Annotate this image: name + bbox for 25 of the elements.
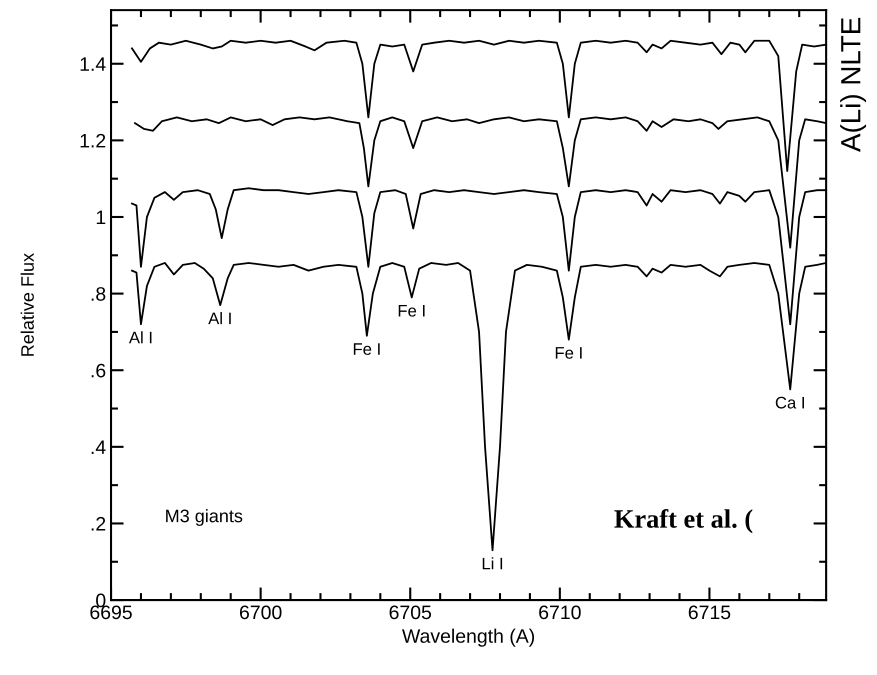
annotation: Ca I <box>776 396 804 409</box>
x-tick-label: 6695 <box>90 605 132 620</box>
x-tick-label: 6700 <box>240 605 282 620</box>
annotation: Li I <box>482 557 502 570</box>
y-tick-label: .6 <box>92 364 106 378</box>
y-axis-title: Relative Flux <box>20 253 34 356</box>
x-tick-label: 6710 <box>539 605 581 620</box>
annotation: M3 giants <box>166 509 242 526</box>
x-tick-label: 6715 <box>688 605 730 620</box>
x-tick-label: 6705 <box>390 605 432 620</box>
y-tick-label: 0 <box>96 594 106 608</box>
y-tick-label: 1.2 <box>80 134 106 148</box>
y-tick-label: .8 <box>92 287 106 301</box>
annotation: Fe I <box>398 304 425 317</box>
text: A(Li) NLTE <box>840 18 866 152</box>
annotation: Al I <box>128 331 152 344</box>
y-tick-label: .2 <box>92 516 106 531</box>
annotation: Fe I <box>556 347 582 359</box>
y-tick-label: .4 <box>92 440 106 454</box>
annotation: Fe I <box>354 343 380 355</box>
annotation: Al I <box>208 312 231 324</box>
y-tick-label: 1.4 <box>80 57 106 71</box>
y-tick-label: 1 <box>96 210 106 224</box>
annotation: Kraft et al. ( <box>614 509 752 534</box>
x-axis-title: Wavelength (A) <box>402 628 534 647</box>
